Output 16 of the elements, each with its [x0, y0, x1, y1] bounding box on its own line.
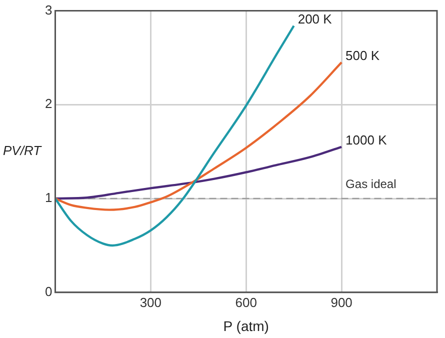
series-label: 500 K: [346, 48, 380, 64]
y-tick-label: 1: [44, 190, 52, 206]
ref-line-label: Gas ideal: [346, 176, 396, 191]
y-tick-label: 3: [44, 2, 52, 18]
line-series: [55, 24, 295, 247]
series-label: 1000 K: [346, 132, 388, 148]
line-series: [55, 146, 343, 200]
line-series: [55, 61, 343, 211]
x-tick-label: 300: [140, 294, 162, 310]
x-tick-label: 900: [330, 294, 352, 310]
y-tick-label: 0: [44, 284, 52, 299]
y-tick-label: 2: [44, 96, 52, 112]
series-label: 200 K: [298, 11, 332, 26]
y-axis-title: PV/RT: [3, 143, 42, 158]
x-axis-title: P (atm): [223, 318, 269, 334]
x-tick-label: 600: [235, 294, 257, 310]
